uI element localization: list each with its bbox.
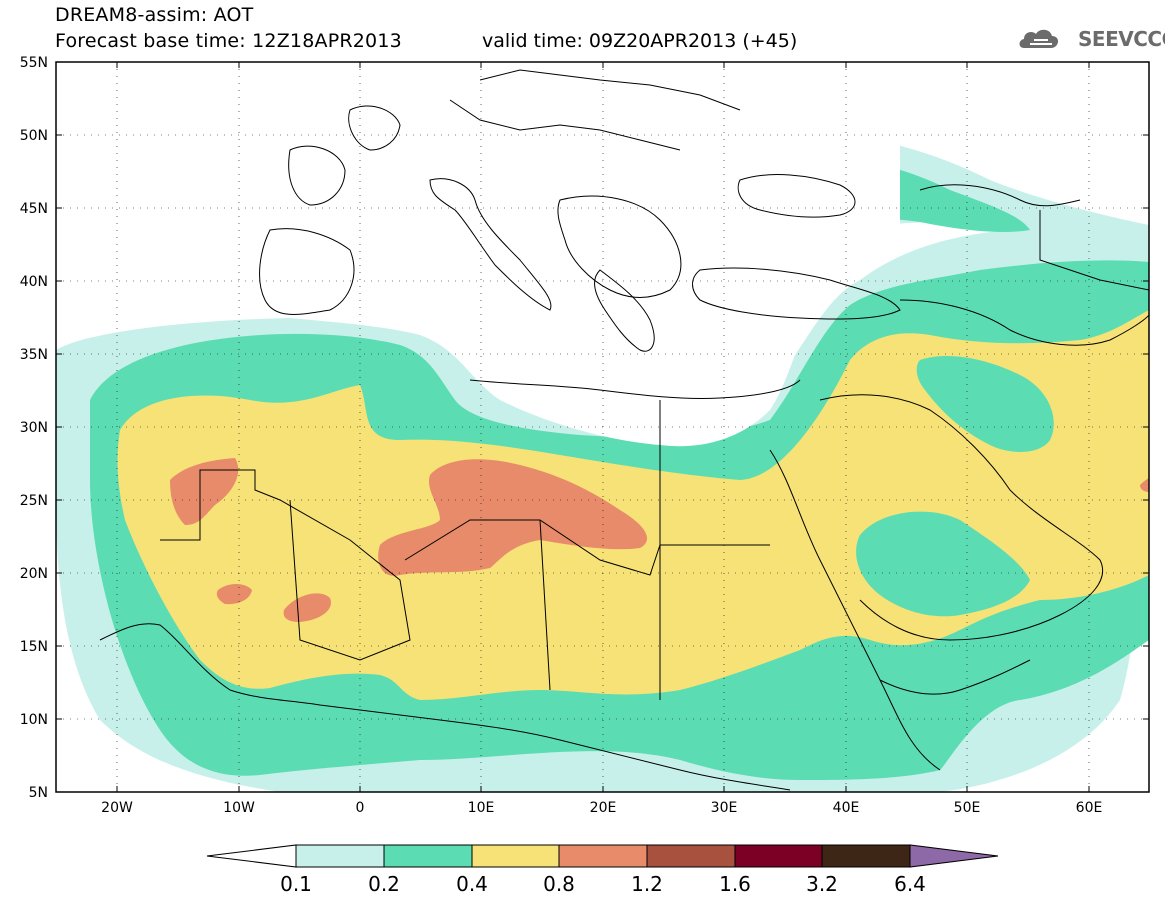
lon-label: 30E [711, 800, 738, 816]
colorbar-label: 0.1 [280, 872, 312, 896]
colorbar-label: 0.4 [456, 872, 488, 896]
colorbar-swatch [558, 844, 648, 868]
lat-label: 20N [20, 566, 48, 582]
colorbar-label: 6.4 [894, 872, 926, 896]
colorbar: 0.1 0.2 0.4 0.8 1.2 1.6 3.2 6.4 [206, 844, 999, 896]
aot-contour-0-8-mali-1 [216, 584, 252, 605]
map-title: DREAM8-assim: AOT [55, 4, 254, 26]
latitude-labels: 5N 10N 15N 20N 25N 30N 35N 40N 45N 50N 5… [20, 55, 48, 801]
lat-label: 25N [20, 493, 48, 509]
lon-label: 10E [468, 800, 495, 816]
aot-contour-0-2-arabia [856, 511, 1030, 617]
colorbar-swatch [383, 844, 473, 868]
colorbar-label: 3.2 [806, 872, 838, 896]
map-gridlines [56, 62, 1149, 792]
lon-label: 20W [101, 800, 133, 816]
longitude-labels: 20W 10W 0 10E 20E 30E 40E 50E 60E [101, 800, 1102, 816]
colorbar-label: 0.2 [368, 872, 400, 896]
axis-ticks [56, 62, 1149, 792]
colorbar-label: 1.6 [719, 872, 751, 896]
colorbar-label: 1.2 [631, 872, 663, 896]
lat-label: 10N [20, 712, 48, 728]
aot-contour-0-2-persia [916, 355, 1054, 452]
aot-contour-0-4 [117, 310, 1149, 700]
aot-contour-0-8-east [1140, 478, 1149, 492]
lon-label: 60E [1076, 800, 1103, 816]
colorbar-swatch [295, 844, 385, 868]
country-borders [99, 69, 1149, 791]
aot-contour-0-8-sahara [378, 459, 648, 576]
lon-label: 10W [223, 800, 255, 816]
lon-label: 50E [954, 800, 981, 816]
colorbar-swatch [821, 844, 911, 868]
lat-label: 30N [20, 420, 48, 436]
colorbar-label: 0.8 [543, 872, 575, 896]
lat-label: 5N [29, 785, 48, 801]
colorbar-swatch [471, 844, 560, 868]
forecast-base-time: Forecast base time: 12Z18APR2013 [55, 30, 402, 52]
lon-label: 40E [833, 800, 860, 816]
lat-label: 40N [20, 274, 48, 290]
colorbar-over-arrow [909, 844, 999, 868]
colorbar-swatch [646, 844, 736, 868]
lat-label: 50N [20, 128, 48, 144]
aot-contour-0-8-mali-2 [283, 593, 331, 622]
lat-label: 15N [20, 639, 48, 655]
lat-label: 35N [20, 347, 48, 363]
cloud-logo-icon [1019, 29, 1059, 48]
logo-text: SEEVCCC [1078, 27, 1165, 51]
valid-time: valid time: 09Z20APR2013 (+45) [482, 30, 798, 52]
colorbar-under-arrow [206, 844, 297, 868]
colorbar-swatch [734, 844, 823, 868]
lon-label: 0 [356, 800, 365, 816]
lat-label: 45N [20, 201, 48, 217]
lat-label: 55N [20, 55, 48, 71]
mediterranean-clear-area [290, 62, 900, 447]
aot-contour-0-8-mauritania [170, 458, 239, 525]
lon-label: 20E [590, 800, 617, 816]
